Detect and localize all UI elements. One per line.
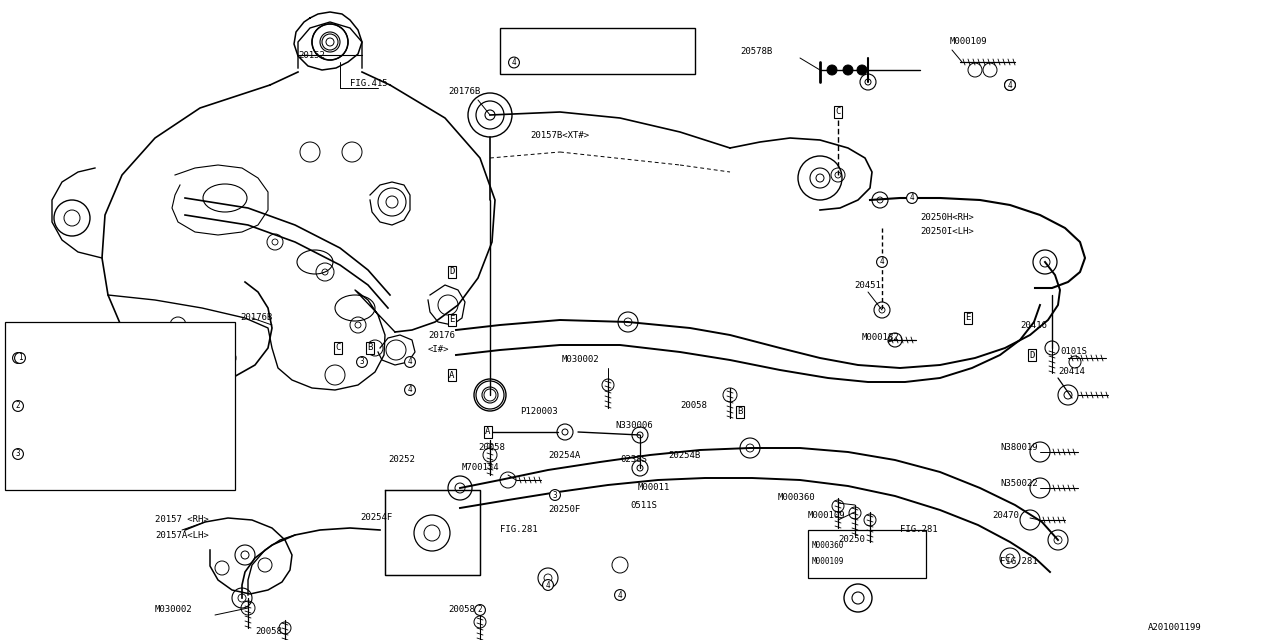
Text: <     -1607>: < -1607>	[122, 401, 178, 410]
Text: 20416: 20416	[1020, 321, 1047, 330]
Text: 20058: 20058	[680, 401, 707, 410]
Text: B: B	[737, 408, 742, 417]
Text: C: C	[836, 108, 841, 116]
Text: 20254F: 20254F	[360, 513, 392, 522]
Text: 20254A: 20254A	[548, 451, 580, 460]
Text: <1607-    >: <1607- >	[122, 426, 173, 435]
Text: 20578B: 20578B	[740, 47, 772, 56]
Text: M000109: M000109	[808, 511, 846, 520]
Text: 20157B<XT#>: 20157B<XT#>	[530, 131, 589, 140]
Text: 0238S: 0238S	[620, 456, 646, 465]
Text: 20470: 20470	[992, 511, 1019, 520]
Text: FIG.281: FIG.281	[1000, 557, 1038, 566]
Text: E: E	[449, 316, 454, 324]
Text: D: D	[449, 268, 454, 276]
Bar	[500, 28, 695, 74]
Text: M030002: M030002	[155, 605, 192, 614]
Text: E: E	[965, 314, 970, 323]
Text: N330006: N330006	[614, 420, 653, 429]
Text: A201001199: A201001199	[1148, 623, 1202, 632]
Text: M000109: M000109	[950, 38, 988, 47]
Text: <1608- >: <1608- >	[605, 35, 643, 44]
Text: 1: 1	[15, 353, 20, 362]
Text: 3: 3	[15, 449, 20, 458]
Text: < -1311>: < -1311>	[122, 330, 159, 339]
Text: M000360: M000360	[778, 493, 815, 502]
Text: M000453: M000453	[35, 426, 67, 435]
Text: 20157 <RH>: 20157 <RH>	[155, 515, 209, 525]
Text: 4: 4	[512, 58, 516, 67]
Text: 20250H<RH>: 20250H<RH>	[920, 214, 974, 223]
Text: 4: 4	[879, 257, 884, 266]
Text: N350032: N350032	[532, 58, 564, 67]
Text: 1: 1	[18, 353, 22, 362]
Text: 20058: 20058	[477, 444, 504, 452]
Text: 20254B: 20254B	[668, 451, 700, 460]
Text: < -1608>: < -1608>	[605, 58, 643, 67]
Text: 4: 4	[545, 580, 550, 589]
Text: M000453: M000453	[35, 474, 67, 483]
Text: <     -1607>: < -1607>	[122, 449, 178, 458]
Text: M000380: M000380	[35, 401, 67, 410]
Text: A: A	[485, 428, 490, 436]
Text: C: C	[335, 344, 340, 353]
Text: M000360: M000360	[812, 541, 845, 550]
Text: 20176B: 20176B	[448, 88, 480, 97]
Bar	[385, 490, 480, 575]
Text: M000109: M000109	[812, 557, 845, 566]
Text: 2: 2	[15, 401, 20, 410]
Text: 20176B: 20176B	[241, 314, 273, 323]
Text: N380016: N380016	[35, 353, 67, 362]
Text: M000395: M000395	[35, 449, 67, 458]
Text: 20250I<LH>: 20250I<LH>	[920, 227, 974, 237]
Text: 20157A<LH>: 20157A<LH>	[155, 531, 209, 540]
Text: <1608-    >: <1608- >	[122, 378, 173, 387]
Text: P120003: P120003	[520, 408, 558, 417]
Text: FIG.281: FIG.281	[500, 525, 538, 534]
Text: 20152: 20152	[298, 51, 325, 60]
Text: M000182: M000182	[861, 333, 900, 342]
Text: 0101S: 0101S	[1060, 348, 1087, 356]
Text: 20451: 20451	[854, 280, 881, 289]
Text: N370055: N370055	[35, 330, 67, 339]
Bar	[5, 322, 236, 490]
Circle shape	[827, 65, 837, 75]
Text: 4: 4	[1007, 81, 1012, 90]
Text: 4: 4	[408, 385, 412, 394]
Text: M00011: M00011	[637, 483, 671, 493]
Text: 3: 3	[360, 358, 365, 367]
Text: 20252: 20252	[388, 456, 415, 465]
Text: 20058: 20058	[255, 627, 282, 637]
Text: 0511S: 0511S	[630, 500, 657, 509]
Text: N380019: N380019	[35, 378, 67, 387]
Text: 4: 4	[408, 358, 412, 367]
Text: 20250: 20250	[838, 536, 865, 545]
Circle shape	[844, 65, 852, 75]
Text: 4: 4	[910, 193, 914, 202]
Text: <I#>: <I#>	[428, 346, 449, 355]
Text: FRONT: FRONT	[52, 340, 84, 360]
Text: D: D	[1029, 351, 1034, 360]
Text: 4: 4	[618, 591, 622, 600]
Text: M700154: M700154	[462, 463, 499, 472]
Text: <1607-    >: <1607- >	[122, 474, 173, 483]
Text: 4: 4	[1007, 81, 1012, 90]
Bar	[808, 530, 925, 578]
Text: FIG.415: FIG.415	[349, 79, 388, 88]
Text: N380019: N380019	[1000, 444, 1038, 452]
Text: M030002: M030002	[562, 355, 599, 365]
Text: N350022: N350022	[532, 35, 564, 44]
Text: <1311-1608>: <1311-1608>	[122, 353, 173, 362]
Text: 20058: 20058	[448, 605, 475, 614]
Circle shape	[858, 65, 867, 75]
Text: 3: 3	[553, 490, 557, 499]
Text: 20414: 20414	[1059, 367, 1085, 376]
Text: 2: 2	[477, 605, 483, 614]
Text: A: A	[449, 371, 454, 380]
Text: FIG.281: FIG.281	[900, 525, 938, 534]
Text: 20250F: 20250F	[548, 506, 580, 515]
Text: B: B	[367, 344, 372, 353]
Text: N350022: N350022	[1000, 479, 1038, 488]
Text: 20176: 20176	[428, 330, 454, 339]
